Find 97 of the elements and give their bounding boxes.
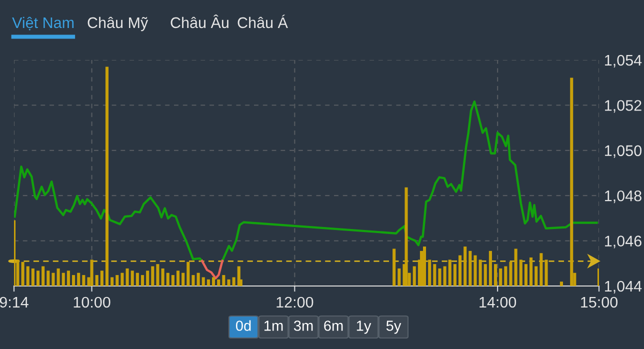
y-tick-label: 1,044 [605,280,642,294]
bar [36,270,40,286]
y-tick-label: 1,050 [605,145,642,158]
bar [140,275,144,286]
bar [217,279,220,286]
bar [422,246,426,286]
bar [448,260,452,286]
bar [443,266,446,286]
bar [392,248,396,286]
bar [504,266,508,286]
bar [31,268,34,286]
bar [468,250,472,286]
x-tick-label: 9:14 [0,296,28,308]
bar [42,266,45,286]
bar [428,260,432,286]
bar [202,277,205,286]
bar [438,268,442,286]
bar [100,270,104,286]
bar [227,279,230,286]
bar [52,272,55,286]
bar [420,250,423,286]
bar [126,268,129,286]
bar [212,277,216,286]
y-tick-label: 1,054 [605,54,642,68]
text: 0d [236,320,251,331]
y-tick-label: 1,048 [605,190,642,204]
bar [514,248,518,286]
text: 1y [356,320,372,334]
bar [474,255,477,286]
bar [499,268,502,286]
x-tick-label: 12:00 [276,296,314,308]
bar [166,272,170,286]
bar [56,268,60,286]
bar [176,270,180,286]
y-tick-label: 1,052 [605,100,642,113]
bar [196,272,200,286]
bar [524,264,528,286]
bar [186,262,190,286]
bar [222,275,226,286]
bar [570,78,574,286]
bar [72,275,76,286]
bar [161,268,164,286]
bar [171,275,174,286]
x-tick-label: 10:00 [74,296,110,308]
bar [95,275,98,286]
bar [146,270,150,286]
bar [530,258,533,286]
bar [77,272,80,286]
y-tick-label: 1,046 [605,236,642,248]
bar [151,266,154,286]
bar [156,264,160,286]
bar [519,260,522,286]
bar [534,266,538,286]
bar [46,270,50,286]
text: Châu Mỹ [88,16,148,32]
bar [453,264,456,286]
bar [509,262,512,286]
bar [110,277,114,286]
bar [484,264,487,286]
bar [488,250,492,286]
bar [66,270,70,286]
bar [560,282,563,286]
bar [26,266,30,286]
bar [478,260,482,286]
bar [14,220,16,286]
bar [105,66,109,286]
bar [412,266,416,286]
bar [136,272,139,286]
bar [458,255,462,286]
x-tick-label: 15:00 [581,296,618,308]
text: 3m [294,320,313,331]
x-tick-label: 14:00 [480,296,516,308]
text: 1m [264,320,283,331]
bar [62,272,65,286]
bar [540,253,543,286]
text: Việt Nam [12,16,74,30]
text: 6m [324,320,343,331]
bar [182,272,185,286]
bar [544,260,548,286]
bar [232,277,236,286]
bar [192,275,195,286]
bar [597,268,599,286]
bar [433,264,436,286]
text: Châu Âu [170,14,228,28]
bar [398,268,401,286]
bar [206,279,210,286]
bar [90,260,94,286]
bar [116,275,119,286]
bar [464,246,467,286]
bar [21,262,24,286]
bar [130,270,134,286]
bar [82,275,86,286]
text: 5y [386,320,402,334]
text: Châu Á [238,14,288,28]
bar [120,272,124,286]
bar [494,264,498,286]
bar [404,187,408,286]
